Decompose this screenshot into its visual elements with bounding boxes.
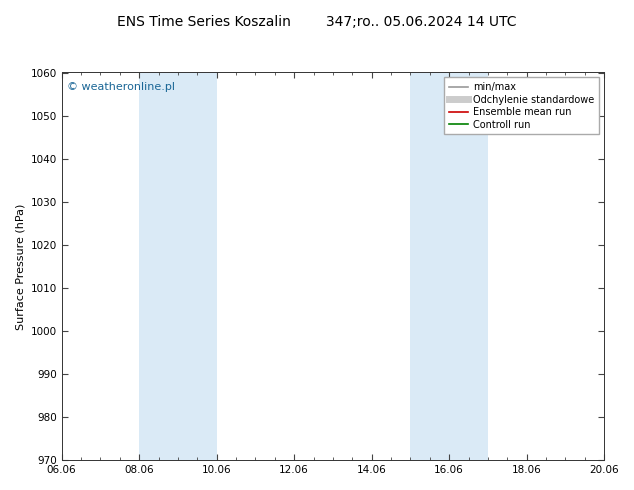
Legend: min/max, Odchylenie standardowe, Ensemble mean run, Controll run: min/max, Odchylenie standardowe, Ensembl… xyxy=(444,77,599,134)
Text: ENS Time Series Koszalin        347;ro.. 05.06.2024 14 UTC: ENS Time Series Koszalin 347;ro.. 05.06.… xyxy=(117,15,517,29)
Bar xyxy=(139,73,217,460)
Y-axis label: Surface Pressure (hPa): Surface Pressure (hPa) xyxy=(15,203,25,329)
Bar xyxy=(410,73,488,460)
Text: © weatheronline.pl: © weatheronline.pl xyxy=(67,82,175,92)
